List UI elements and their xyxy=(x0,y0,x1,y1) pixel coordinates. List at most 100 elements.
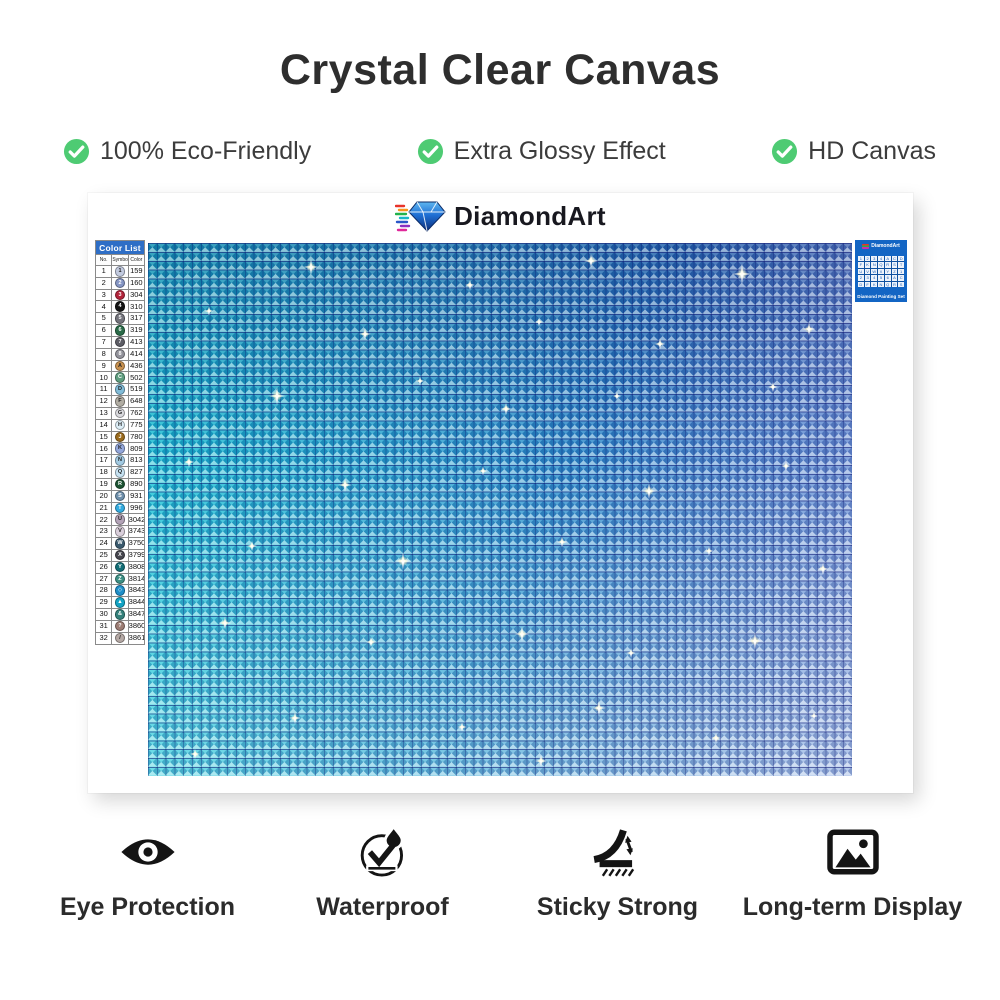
row-symbol-cell: V xyxy=(111,525,129,539)
row-color-code: 502 xyxy=(127,371,146,385)
sparkle-glint xyxy=(535,318,543,326)
sparkle-glint xyxy=(655,339,666,350)
row-symbol-cell: 3 xyxy=(111,288,129,302)
mini-legend-cell: K xyxy=(871,281,878,288)
sparkle-glint xyxy=(810,712,818,720)
feature-label: HD Canvas xyxy=(808,136,936,165)
sparkle-glint xyxy=(359,328,371,340)
symbol-badge: ◇ xyxy=(114,585,126,596)
mini-legend-cell: F xyxy=(864,281,871,288)
row-color-code: 159 xyxy=(127,265,146,278)
row-color-code: 775 xyxy=(127,418,146,432)
sparkle-glint xyxy=(183,456,194,467)
symbol-badge: X xyxy=(114,550,126,561)
sparkle-glint xyxy=(556,536,567,547)
symbol-badge: U xyxy=(114,514,126,525)
row-no: 8 xyxy=(94,347,113,361)
row-color-code: 3799 xyxy=(127,548,146,562)
row-no: 2 xyxy=(94,276,113,290)
sparkle-glint xyxy=(479,467,488,476)
row-symbol-cell: 2 xyxy=(111,276,129,290)
row-symbol-cell: C xyxy=(111,371,129,385)
row-symbol-cell: Z xyxy=(111,572,129,586)
row-no: 24 xyxy=(94,537,113,550)
row-no: 22 xyxy=(94,513,113,527)
row-color-code: 414 xyxy=(127,347,146,361)
row-color-code: 3814 xyxy=(127,572,146,586)
symbol-badge: 5 xyxy=(114,313,126,324)
row-color-code: 3042 xyxy=(127,513,146,527)
sparkle-glint xyxy=(289,712,301,724)
color-list-row: 7 7 413 xyxy=(94,335,146,349)
color-list-row: 25 X 3799 xyxy=(94,548,146,562)
benefit-sticky-strong: Sticky Strong xyxy=(500,824,735,922)
color-list-row: 2 2 160 xyxy=(94,276,146,290)
row-symbol-cell: X xyxy=(111,548,129,562)
row-color-code: 3860 xyxy=(127,619,146,633)
symbol-badge: N xyxy=(114,455,126,466)
row-color-code: 310 xyxy=(127,300,146,314)
color-list-row: 9 A 436 xyxy=(94,359,146,373)
mini-legend-cell: A xyxy=(884,255,891,262)
mini-legend-cell: K xyxy=(864,262,871,268)
symbol-badge: 7 xyxy=(114,337,126,348)
row-no: 1 xyxy=(94,265,113,278)
mini-legend-cell: X xyxy=(878,268,884,275)
row-symbol-cell: H xyxy=(111,418,129,432)
row-color-code: 160 xyxy=(127,276,146,290)
mini-legend-cell: V xyxy=(864,268,871,275)
row-symbol-cell: 4 xyxy=(111,300,129,314)
col-header-no: No. xyxy=(94,254,113,266)
canvas-board: DiamondArt Color List No. Symbol Color 1… xyxy=(88,193,913,793)
feature-label: 100% Eco-Friendly xyxy=(100,136,312,165)
feature-label: Extra Glossy Effect xyxy=(453,136,666,165)
mini-legend-cell: 1 xyxy=(858,255,864,262)
row-symbol-cell: / xyxy=(111,631,129,645)
benefits-row: Eye Protection Waterproof xyxy=(30,824,970,922)
sparkle-glint xyxy=(514,627,529,642)
sparkle-glint xyxy=(338,478,352,492)
benefit-label: Long-term Display xyxy=(742,893,963,921)
row-symbol-cell: U xyxy=(111,513,129,527)
row-color-code: 319 xyxy=(127,324,146,337)
mini-legend-cell: S xyxy=(898,281,904,288)
row-symbol-cell: D xyxy=(111,383,129,397)
row-color-code: 3743 xyxy=(127,525,146,539)
mini-legend-cell: C xyxy=(898,275,904,281)
mini-legend-cell: 3 xyxy=(871,255,878,262)
color-list-table: Color List No. Symbol Color 1 1 159 2 2 160 3 3… xyxy=(94,240,146,645)
row-no: 17 xyxy=(94,454,113,468)
row-symbol-cell: 5 xyxy=(111,312,129,326)
row-color-code: 3843 xyxy=(127,584,146,598)
row-symbol-cell: Y xyxy=(111,560,129,574)
mini-legend-cell: 6 xyxy=(884,275,891,281)
sparkle-glint xyxy=(500,403,512,415)
mini-brand-name: DiamondArt xyxy=(871,243,900,249)
row-no: 11 xyxy=(94,383,113,397)
diamond-canvas-preview xyxy=(148,243,852,776)
sparkle-glint xyxy=(613,392,621,400)
check-icon xyxy=(63,138,90,164)
mini-diamond-logo-icon xyxy=(862,243,870,249)
row-color-code: 3861 xyxy=(127,631,146,645)
mini-legend-cell: N xyxy=(871,262,878,268)
row-color-code: 519 xyxy=(127,383,146,397)
mini-legend-cell: Q xyxy=(878,262,884,268)
sparkle-glint xyxy=(268,387,286,405)
row-no: 27 xyxy=(94,572,113,586)
color-list-row: 24 W 3750 xyxy=(94,537,146,550)
row-color-code: 304 xyxy=(127,288,146,302)
symbol-badge: & xyxy=(114,609,126,620)
mini-legend-cell: 1 xyxy=(898,268,904,275)
row-no: 18 xyxy=(94,466,113,479)
row-symbol-cell: T xyxy=(111,501,129,515)
sparkle-glint xyxy=(458,723,467,732)
row-symbol-cell: J xyxy=(111,430,129,444)
picture-icon xyxy=(826,824,880,880)
row-no: 15 xyxy=(94,430,113,444)
row-symbol-cell: 8 xyxy=(111,347,129,361)
mini-legend-cell: A xyxy=(891,275,898,281)
symbol-badge: C xyxy=(114,372,126,383)
symbol-badge: Y xyxy=(114,562,126,573)
